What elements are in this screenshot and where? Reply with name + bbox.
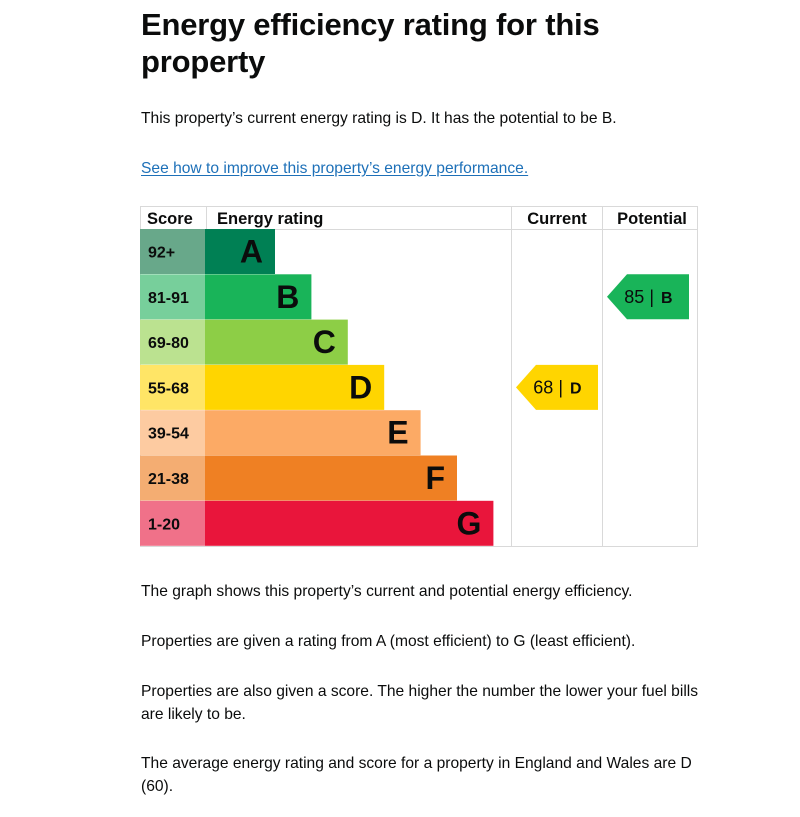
score-range-f: 21-38 xyxy=(148,471,189,488)
score-cell-g xyxy=(140,500,205,546)
graph-explanation: The graph shows this property’s current … xyxy=(141,583,633,600)
band-bar-c xyxy=(205,319,348,365)
energy-rating-chart: Score Energy rating Current Potential 92… xyxy=(140,206,698,547)
band-bar-b xyxy=(205,274,312,320)
score-range-g: 1-20 xyxy=(148,516,180,533)
score-explanation: Properties are also given a score. The h… xyxy=(141,683,699,723)
potential-rating-marker xyxy=(607,274,689,320)
band-bar-g xyxy=(205,500,494,546)
header-score: Score xyxy=(147,210,193,228)
band-bar-d xyxy=(205,364,385,410)
score-range-b: 81-91 xyxy=(148,290,189,307)
score-cell-d xyxy=(140,364,205,410)
average-rating-text: The average energy rating and score for … xyxy=(141,755,692,795)
band-bar-a xyxy=(205,229,275,274)
improve-performance-link[interactable]: See how to improve this property’s energ… xyxy=(141,160,529,177)
current-rating-score-label: 68 | xyxy=(533,377,563,397)
header-energy-rating: Energy rating xyxy=(217,210,323,228)
score-cell-a xyxy=(140,229,205,274)
band-letter-f: F xyxy=(425,460,445,496)
band-letter-g: G xyxy=(457,505,482,541)
header-potential: Potential xyxy=(617,210,687,228)
potential-rating-band-letter: B xyxy=(661,290,673,307)
page-title: Energy efficiency rating for this proper… xyxy=(141,7,600,79)
header-current: Current xyxy=(527,210,587,228)
rating-explanation: Properties are given a rating from A (mo… xyxy=(141,633,636,650)
score-range-d: 55-68 xyxy=(148,380,189,397)
score-cell-e xyxy=(140,410,205,456)
current-rating-marker xyxy=(516,364,598,410)
score-range-e: 39-54 xyxy=(148,426,189,443)
band-letter-b: B xyxy=(276,279,299,315)
band-bar-e xyxy=(205,410,421,456)
score-cell-f xyxy=(140,455,205,501)
band-letter-c: C xyxy=(313,324,336,360)
band-letter-a: A xyxy=(240,234,263,270)
band-bar-f xyxy=(205,455,457,501)
band-letter-d: D xyxy=(349,369,372,405)
potential-rating-score-label: 85 | xyxy=(624,287,654,307)
score-range-c: 69-80 xyxy=(148,335,189,352)
intro-text: This property’s current energy rating is… xyxy=(141,110,617,127)
score-range-a: 92+ xyxy=(148,245,175,262)
score-cell-c xyxy=(140,319,205,365)
current-rating-band-letter: D xyxy=(570,380,582,397)
score-cell-b xyxy=(140,274,205,320)
band-letter-e: E xyxy=(387,415,408,451)
